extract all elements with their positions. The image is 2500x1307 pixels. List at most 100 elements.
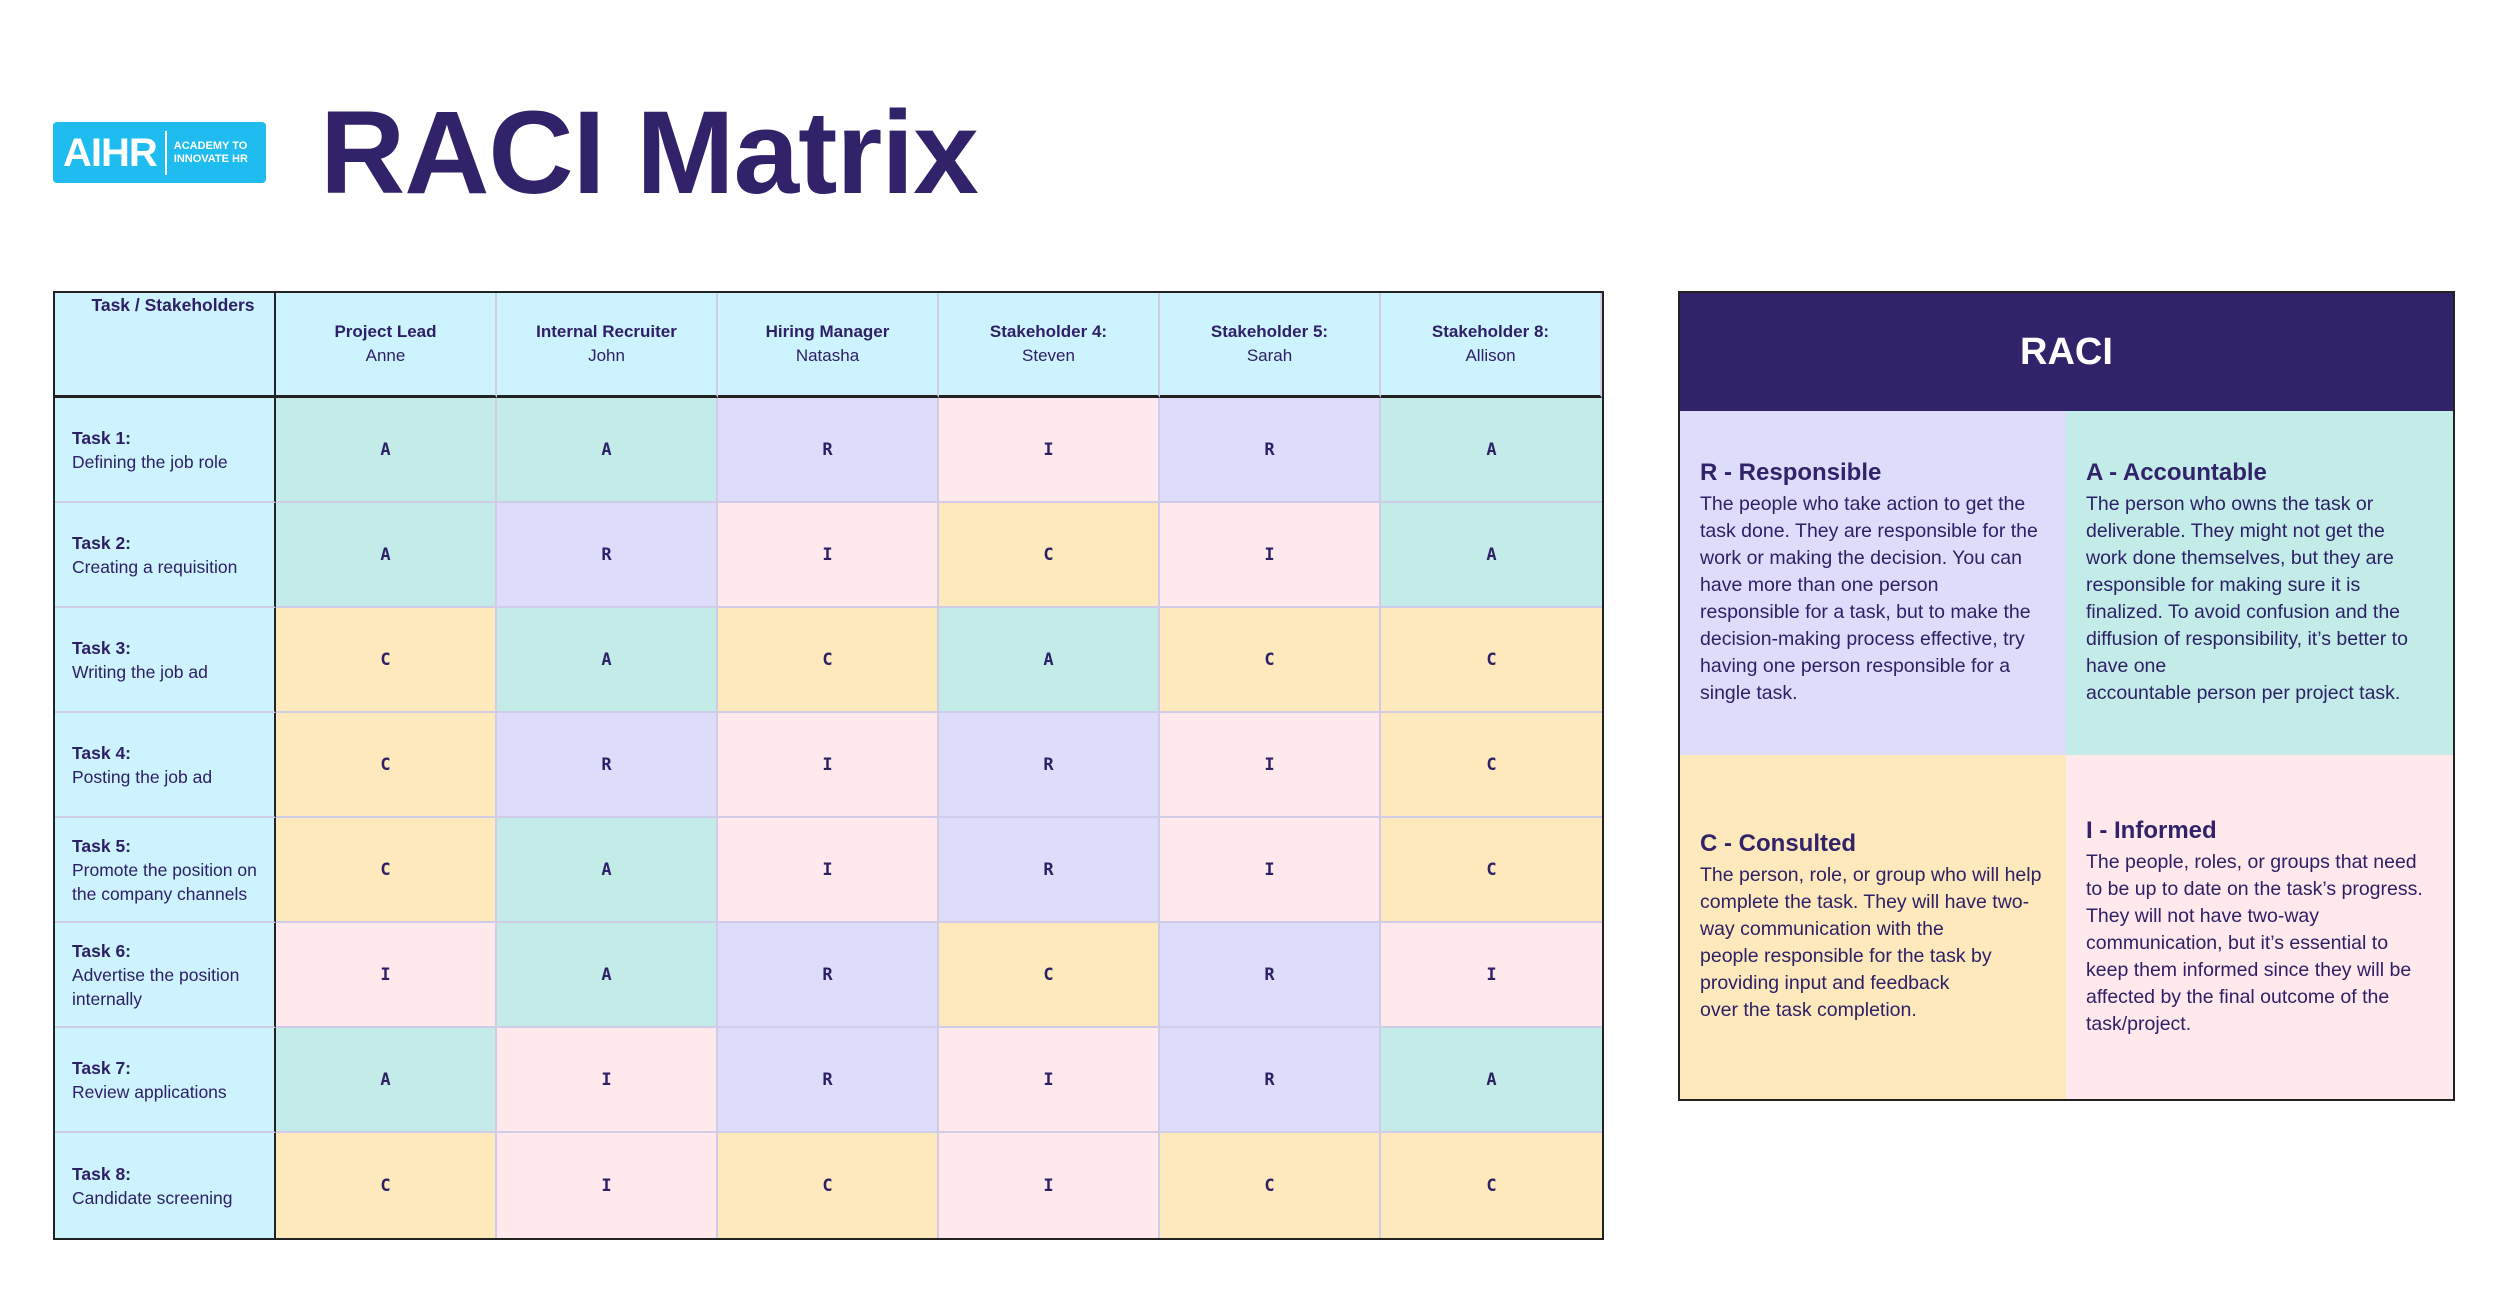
task-number: Task 3: xyxy=(72,637,132,658)
raci-cell: A xyxy=(276,398,497,503)
raci-cell: C xyxy=(276,713,497,818)
task-description: Advertise the position internally xyxy=(72,964,240,1009)
raci-legend: RACI R - Responsible The people who take … xyxy=(1678,291,2455,1101)
task-number: Task 5: xyxy=(72,835,132,856)
stakeholder-header: Hiring Manager Natasha xyxy=(718,293,939,398)
raci-cell: I xyxy=(718,818,939,923)
task-label-cell: Task 2: Creating a requisition xyxy=(55,503,276,608)
raci-cell: C xyxy=(1381,818,1602,923)
task-label-cell: Task 8: Candidate screening xyxy=(55,1133,276,1238)
raci-cell: C xyxy=(718,1133,939,1238)
raci-cell: A xyxy=(1381,1028,1602,1133)
raci-cell: I xyxy=(497,1133,718,1238)
stakeholder-name: Anne xyxy=(365,346,406,365)
raci-cell: C xyxy=(1381,608,1602,713)
task-number: Task 2: xyxy=(72,532,132,553)
page-title: RACI Matrix xyxy=(320,87,979,219)
task-number: Task 8: xyxy=(72,1163,132,1184)
stakeholder-name: Allison xyxy=(1465,346,1516,365)
task-label-cell: Task 6: Advertise the position internally xyxy=(55,923,276,1028)
stakeholder-role: Internal Recruiter xyxy=(536,322,677,341)
aihr-logo: AIHR ACADEMY TO INNOVATE HR xyxy=(53,122,266,183)
task-label-cell: Task 1: Defining the job role xyxy=(55,398,276,503)
stakeholder-role: Stakeholder 4: xyxy=(989,322,1108,341)
raci-cell: A xyxy=(276,1028,497,1133)
corner-label: Task / Stakeholders xyxy=(91,295,255,315)
raci-cell: R xyxy=(497,503,718,608)
raci-cell: R xyxy=(718,923,939,1028)
raci-cell: I xyxy=(718,713,939,818)
raci-cell: C xyxy=(276,608,497,713)
raci-cell: R xyxy=(497,713,718,818)
raci-cell: A xyxy=(497,398,718,503)
legend-heading: C - Consulted xyxy=(1700,830,1856,857)
stakeholder-name: John xyxy=(588,346,625,365)
raci-cell: I xyxy=(718,503,939,608)
legend-heading: R - Responsible xyxy=(1700,459,1882,486)
raci-cell: C xyxy=(1381,1133,1602,1238)
stakeholder-header: Project Lead Anne xyxy=(276,293,497,398)
raci-cell: I xyxy=(1160,713,1381,818)
stakeholder-header: Internal Recruiter John xyxy=(497,293,718,398)
legend-description: The person, role, or group who will help… xyxy=(1700,864,2042,1021)
raci-cell: A xyxy=(1381,503,1602,608)
raci-cell: R xyxy=(939,818,1160,923)
raci-cell: C xyxy=(1160,608,1381,713)
corner-header: Task / Stakeholders xyxy=(55,293,276,398)
raci-cell: C xyxy=(1381,713,1602,818)
stakeholder-role: Project Lead xyxy=(334,322,437,341)
raci-cell: C xyxy=(276,1133,497,1238)
stakeholder-name: Steven xyxy=(1022,346,1075,365)
raci-cell: I xyxy=(276,923,497,1028)
stakeholder-role: Stakeholder 8: xyxy=(1431,322,1550,341)
raci-cell: R xyxy=(718,1028,939,1133)
stakeholder-role: Hiring Manager xyxy=(765,322,890,341)
legend-description: The people who take action to get the ta… xyxy=(1700,493,2038,704)
task-description: Defining the job role xyxy=(72,451,228,472)
task-description: Creating a requisition xyxy=(72,556,238,577)
task-description: Posting the job ad xyxy=(72,766,213,787)
task-description: Review applications xyxy=(72,1081,227,1102)
raci-cell: R xyxy=(1160,923,1381,1028)
raci-cell: R xyxy=(718,398,939,503)
raci-cell: C xyxy=(276,818,497,923)
raci-cell: R xyxy=(1160,398,1381,503)
raci-cell: C xyxy=(939,503,1160,608)
legend-description: The people, roles, or groups that need t… xyxy=(2086,850,2423,1035)
legend-title: RACI xyxy=(1680,293,2453,411)
raci-cell: I xyxy=(497,1028,718,1133)
legend-responsible: R - Responsible The people who take actio… xyxy=(1680,411,2066,755)
logo-tagline: ACADEMY TO INNOVATE HR xyxy=(173,139,248,165)
task-label-cell: Task 5: Promote the position on the compa… xyxy=(55,818,276,923)
raci-cell: I xyxy=(939,1028,1160,1133)
raci-cell: R xyxy=(939,713,1160,818)
raci-matrix-table: Task / Stakeholders Project Lead Anne Inter… xyxy=(53,291,1604,1240)
raci-cell: C xyxy=(939,923,1160,1028)
raci-cell: I xyxy=(939,398,1160,503)
task-label-cell: Task 7: Review applications xyxy=(55,1028,276,1133)
task-label-cell: Task 4: Posting the job ad xyxy=(55,713,276,818)
task-number: Task 7: xyxy=(72,1057,132,1078)
task-number: Task 6: xyxy=(72,940,132,961)
raci-cell: I xyxy=(1160,818,1381,923)
raci-cell: C xyxy=(1160,1133,1381,1238)
raci-cell: I xyxy=(939,1133,1160,1238)
raci-cell: I xyxy=(1381,923,1602,1028)
stakeholder-header: Stakeholder 8: Allison xyxy=(1381,293,1602,398)
raci-cell: A xyxy=(497,608,718,713)
task-label-cell: Task 3: Writing the job ad xyxy=(55,608,276,713)
stakeholder-header: Stakeholder 5: Sarah xyxy=(1160,293,1381,398)
task-description: Candidate screening xyxy=(72,1187,233,1208)
raci-cell: A xyxy=(497,818,718,923)
raci-cell: A xyxy=(939,608,1160,713)
legend-accountable: A - Accountable The person who owns the t… xyxy=(2066,411,2453,755)
legend-heading: A - Accountable xyxy=(2086,459,2267,486)
raci-cell: C xyxy=(718,608,939,713)
stakeholder-role: Stakeholder 5: xyxy=(1210,322,1329,341)
raci-cell: R xyxy=(1160,1028,1381,1133)
task-description: Promote the position on the company chan… xyxy=(72,859,257,904)
stakeholder-name: Sarah xyxy=(1246,346,1293,365)
legend-description: The person who owns the task or delivera… xyxy=(2086,493,2408,704)
stakeholder-header: Stakeholder 4: Steven xyxy=(939,293,1160,398)
raci-cell: I xyxy=(1160,503,1381,608)
